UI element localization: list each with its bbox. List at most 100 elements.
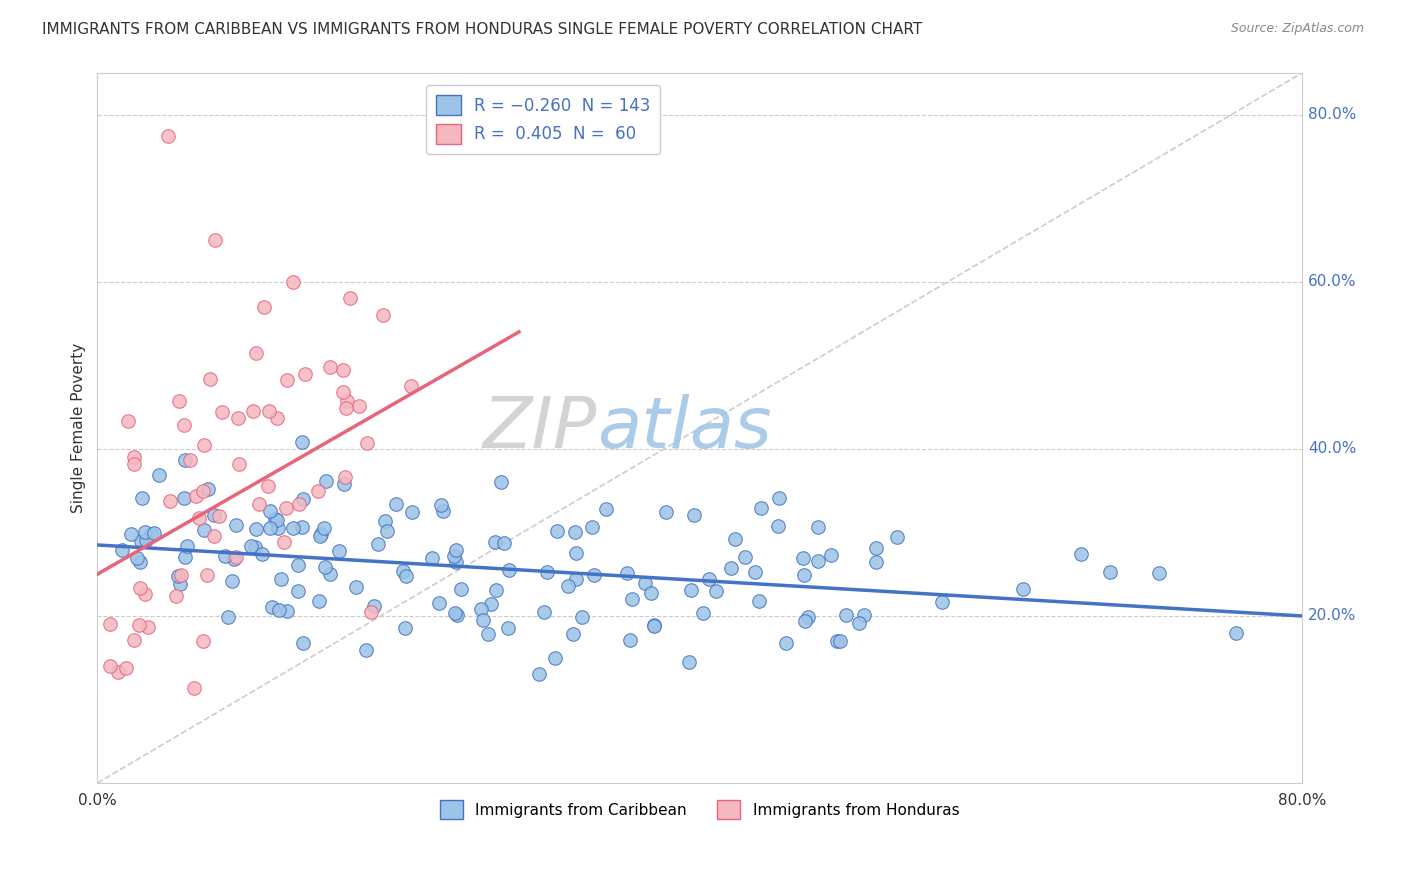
Point — [214, 549, 236, 563]
Point — [134, 525, 156, 540]
Point — [183, 681, 205, 695]
Point — [211, 405, 233, 419]
Point — [619, 632, 641, 647]
Point — [399, 378, 422, 392]
Point — [446, 556, 468, 570]
Point — [273, 535, 295, 549]
Point — [595, 501, 617, 516]
Text: IMMIGRANTS FROM CARIBBEAN VS IMMIGRANTS FROM HONDURAS SINGLE FEMALE POVERTY CORR: IMMIGRANTS FROM CARIBBEAN VS IMMIGRANTS … — [42, 22, 922, 37]
Point — [385, 497, 408, 511]
Point — [561, 627, 583, 641]
Point — [886, 530, 908, 544]
Point — [314, 559, 336, 574]
Point — [1225, 626, 1247, 640]
Point — [250, 547, 273, 561]
Point — [120, 526, 142, 541]
Point — [167, 393, 190, 408]
Point — [360, 605, 382, 619]
Point — [270, 572, 292, 586]
Point — [308, 529, 330, 543]
Point — [557, 578, 579, 592]
Point — [283, 521, 305, 535]
Point — [128, 581, 150, 595]
Point — [191, 484, 214, 499]
Point — [793, 614, 815, 628]
Point — [571, 610, 593, 624]
Point — [1147, 566, 1170, 581]
Point — [848, 615, 870, 630]
Point — [654, 505, 676, 519]
Point — [226, 411, 249, 425]
Point — [333, 476, 356, 491]
Point — [309, 526, 332, 541]
Point — [1012, 582, 1035, 597]
Point — [332, 363, 354, 377]
Point — [308, 594, 330, 608]
Point — [173, 453, 195, 467]
Point — [768, 491, 790, 505]
Point — [335, 401, 357, 416]
Point — [347, 399, 370, 413]
Point — [529, 667, 551, 681]
Point — [581, 519, 603, 533]
Point — [344, 580, 367, 594]
Point — [734, 550, 756, 565]
Point — [243, 540, 266, 554]
Text: Source: ZipAtlas.com: Source: ZipAtlas.com — [1230, 22, 1364, 36]
Point — [291, 520, 314, 534]
Point — [122, 457, 145, 471]
Point — [159, 494, 181, 508]
Point — [131, 491, 153, 505]
Point — [420, 551, 443, 566]
Point — [498, 563, 520, 577]
Point — [865, 555, 887, 569]
Point — [276, 603, 298, 617]
Point — [643, 619, 665, 633]
Point — [395, 569, 418, 583]
Point — [157, 128, 180, 143]
Point — [128, 618, 150, 632]
Point — [269, 603, 291, 617]
Point — [135, 533, 157, 547]
Point — [830, 633, 852, 648]
Point — [704, 584, 727, 599]
Point — [336, 393, 359, 408]
Point — [139, 527, 162, 541]
Point — [479, 597, 502, 611]
Point — [852, 607, 875, 622]
Point — [173, 491, 195, 506]
Point — [489, 475, 512, 489]
Point — [446, 542, 468, 557]
Point — [484, 534, 506, 549]
Point — [264, 512, 287, 526]
Point — [291, 491, 314, 506]
Point — [697, 572, 720, 586]
Point — [242, 403, 264, 417]
Point — [681, 583, 703, 598]
Point — [339, 291, 361, 305]
Point — [354, 643, 377, 657]
Point — [247, 497, 270, 511]
Point — [173, 418, 195, 433]
Point — [107, 665, 129, 680]
Point — [775, 636, 797, 650]
Point — [367, 537, 389, 551]
Point — [122, 450, 145, 464]
Point — [217, 609, 239, 624]
Point — [166, 569, 188, 583]
Point — [443, 549, 465, 563]
Point — [820, 548, 842, 562]
Point — [332, 384, 354, 399]
Point — [259, 504, 281, 518]
Point — [291, 434, 314, 449]
Point — [564, 572, 586, 586]
Point — [315, 475, 337, 489]
Text: 80.0%: 80.0% — [1308, 107, 1357, 122]
Point — [193, 633, 215, 648]
Legend: Immigrants from Caribbean, Immigrants from Honduras: Immigrants from Caribbean, Immigrants fr… — [434, 794, 966, 825]
Point — [744, 565, 766, 579]
Text: ZIP: ZIP — [482, 393, 598, 463]
Point — [492, 535, 515, 549]
Point — [148, 467, 170, 482]
Point — [184, 490, 207, 504]
